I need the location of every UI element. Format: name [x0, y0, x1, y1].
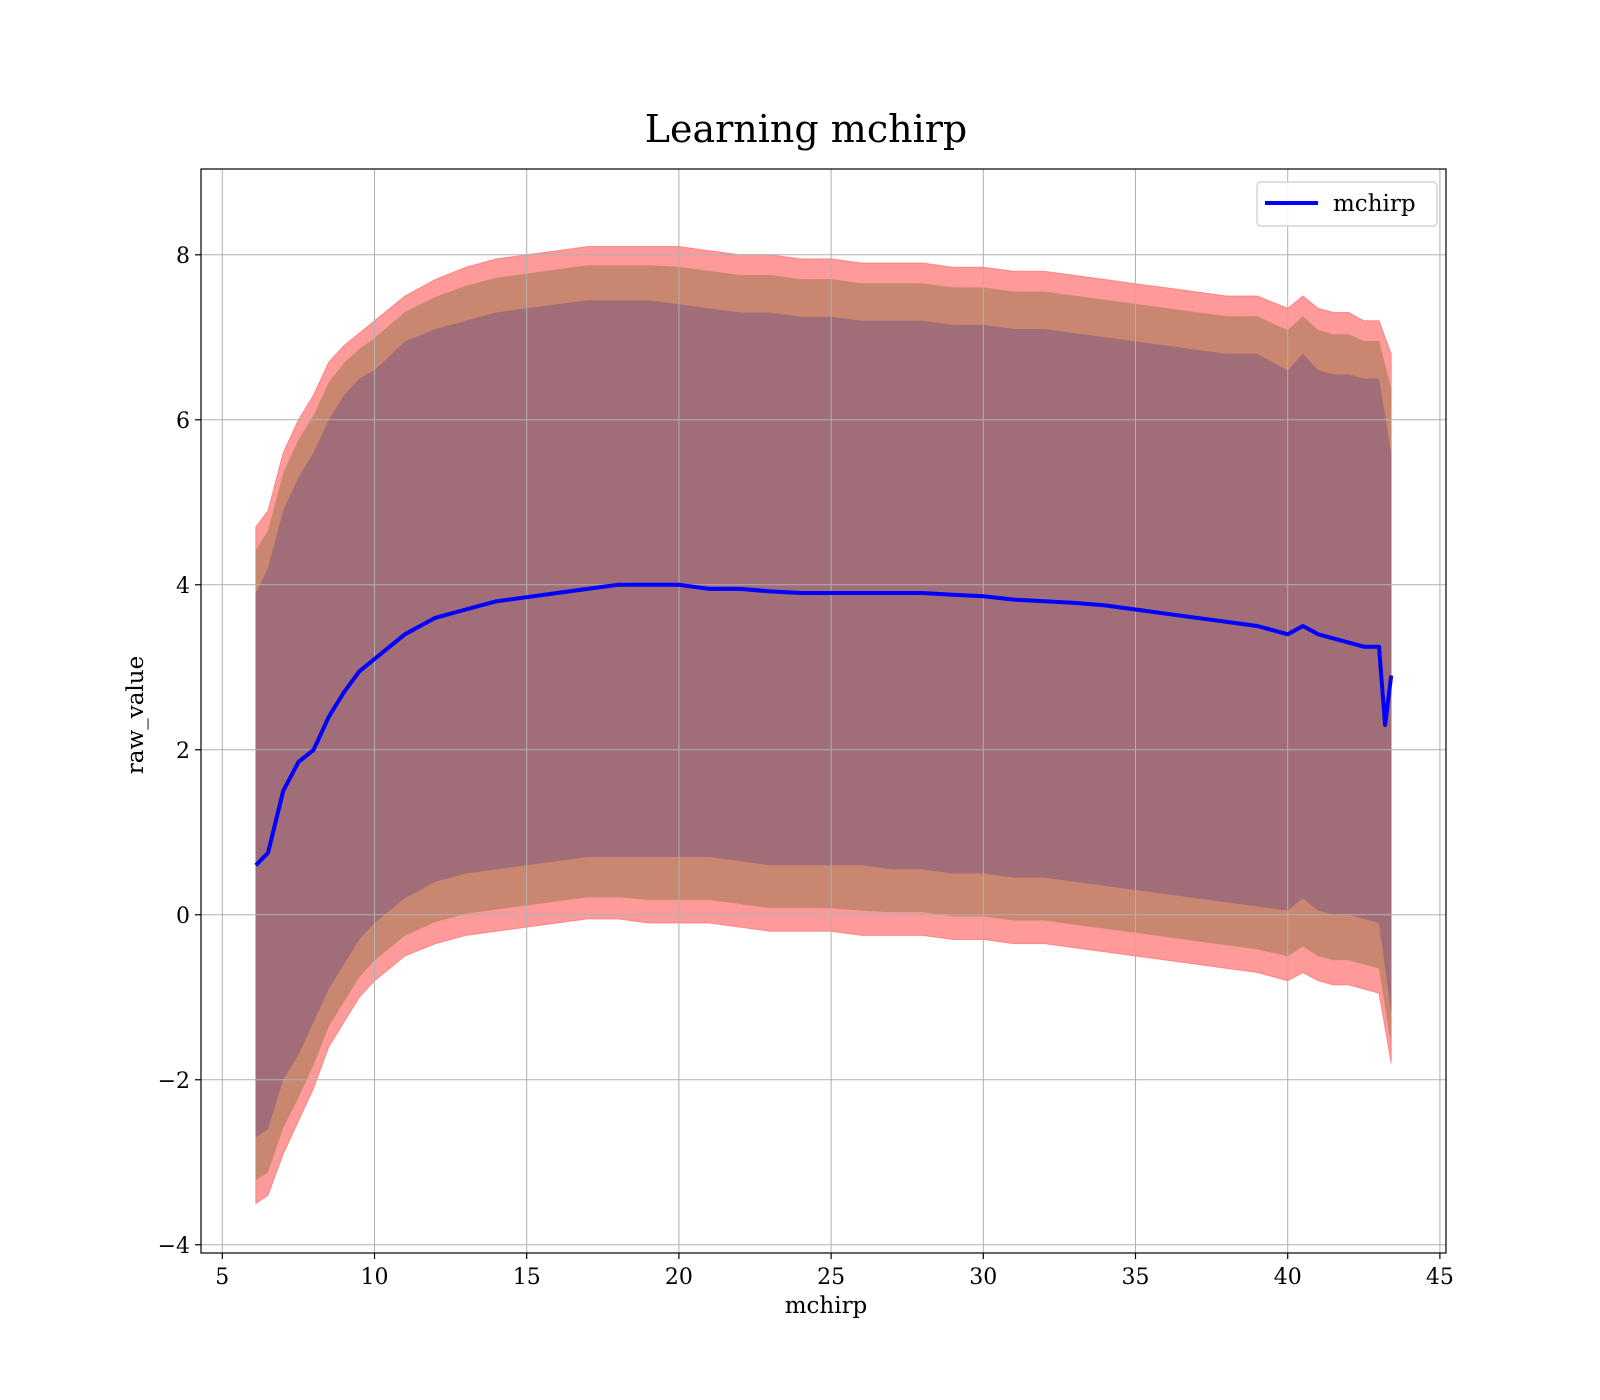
x-tick-label: 15	[513, 1265, 541, 1290]
band-inner	[255, 300, 1392, 1138]
y-tick-label: 0	[176, 904, 190, 929]
x-tick-label: 35	[1122, 1265, 1150, 1290]
x-tick-label: 20	[665, 1265, 693, 1290]
x-tick-label: 40	[1274, 1265, 1302, 1290]
y-tick-label: 2	[176, 739, 190, 764]
x-tick-label: 10	[361, 1265, 389, 1290]
chart-title: Learning mchirp	[645, 107, 967, 151]
legend: mchirp	[1256, 181, 1438, 227]
y-tick-label: 6	[176, 409, 190, 434]
y-axis-ticks: −4 −2 0 2 4 6 8	[158, 244, 201, 1259]
grid-lines	[201, 169, 1446, 1253]
x-tick-label: 45	[1426, 1265, 1454, 1290]
series-line-mchirp	[254, 582, 1394, 867]
y-tick-label: 4	[176, 574, 190, 599]
x-tick-label: 5	[215, 1265, 229, 1290]
confidence-bands	[255, 246, 1392, 1205]
x-tick-label: 30	[969, 1265, 997, 1290]
y-tick-label: 8	[176, 244, 190, 269]
x-tick-label: 25	[817, 1265, 845, 1290]
x-axis-label: mchirp	[785, 1293, 868, 1319]
plot-frame	[200, 168, 1447, 1254]
x-axis-ticks: 5 10 15 20 25 30 35 40 45	[215, 1253, 1454, 1290]
y-tick-label: −4	[158, 1234, 190, 1259]
series-layer	[254, 582, 1394, 867]
y-axis-label: raw_value	[123, 656, 149, 774]
legend-box	[1256, 181, 1438, 227]
legend-label: mchirp	[1333, 191, 1416, 217]
y-tick-label: −2	[158, 1069, 190, 1094]
